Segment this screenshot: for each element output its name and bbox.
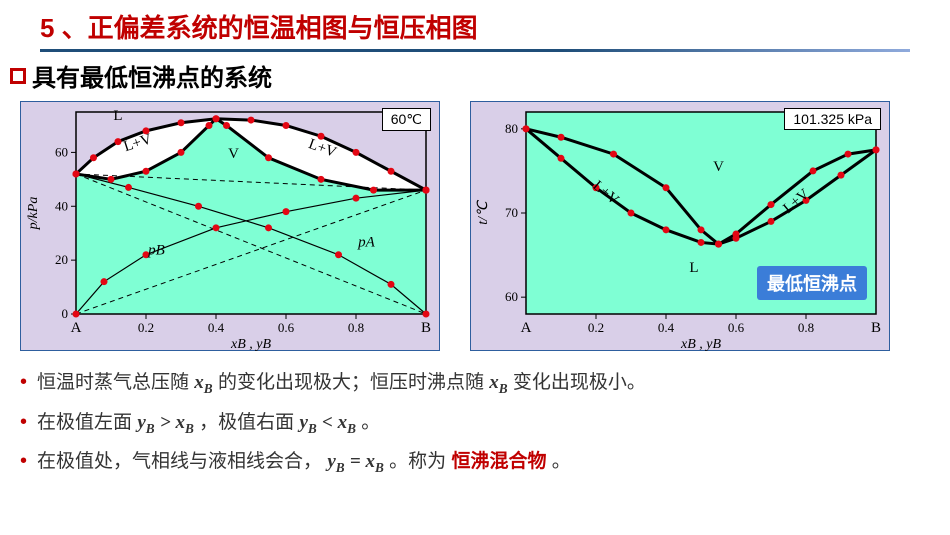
bullet-list: • 恒温时蒸气总压随 xB 的变化出现极大；恒压时沸点随 xB 变化出现极小。 … (0, 351, 950, 478)
svg-text:0: 0 (62, 306, 69, 321)
t: B (146, 421, 155, 436)
svg-text:xB , yB: xB , yB (230, 337, 271, 352)
svg-text:0.4: 0.4 (208, 320, 225, 335)
subtitle: 具有最低恒沸点的系统 (32, 58, 272, 93)
azeotrope-callout: 最低恒沸点 (757, 266, 867, 300)
pressure-phase-chart: 60℃ 0.20.40.60.80204060ABxB , yBp/kPaLL+… (20, 101, 440, 351)
bullet-square-icon (10, 68, 26, 84)
t: 在极值处，气相线与液相线会合， (37, 451, 322, 472)
t: 的变化出现极大；恒压时沸点随 (218, 372, 489, 393)
t: B (499, 381, 508, 396)
svg-text:p/kPa: p/kPa (26, 197, 41, 231)
t: y (299, 412, 307, 433)
svg-text:L: L (689, 260, 698, 276)
t: 。称为 (389, 451, 446, 472)
svg-text:A: A (521, 320, 532, 336)
svg-text:0.4: 0.4 (658, 320, 675, 335)
subtitle-row: 具有最低恒沸点的系统 (0, 58, 950, 101)
bullet-dot-icon: • (20, 407, 27, 437)
bullet-dot-icon: • (20, 446, 27, 476)
svg-text:0.2: 0.2 (138, 320, 154, 335)
svg-text:0.8: 0.8 (348, 320, 364, 335)
t: B (308, 421, 317, 436)
svg-text:pB: pB (147, 243, 165, 259)
svg-text:60: 60 (55, 144, 68, 159)
svg-text:70: 70 (505, 205, 518, 220)
t: 。 (361, 412, 380, 433)
t: = (350, 451, 366, 472)
t: B (204, 381, 213, 396)
bullet-3: • 在极值处，气相线与液相线会合， yB = xB 。称为 恒沸混合物 。 (20, 446, 930, 478)
t: x (194, 372, 204, 393)
svg-text:0.6: 0.6 (278, 320, 295, 335)
svg-text:V: V (228, 146, 239, 162)
t: B (375, 460, 384, 475)
t: B (336, 460, 345, 475)
t: B (185, 421, 194, 436)
svg-text:pA: pA (357, 235, 376, 251)
title-row: 5 、正偏差系统的恒温相图与恒压相图 (0, 0, 950, 49)
t: ，极值右面 (199, 412, 294, 433)
t: x (489, 372, 499, 393)
t: < (322, 412, 338, 433)
svg-text:xB , yB: xB , yB (680, 337, 721, 352)
accent-text: 恒沸混合物 (451, 451, 546, 472)
svg-text:B: B (871, 320, 881, 336)
svg-text:0.2: 0.2 (588, 320, 604, 335)
bullet-2: • 在极值左面 yB > xB ，极值右面 yB < xB 。 (20, 407, 930, 439)
t: > (160, 412, 176, 433)
svg-text:V: V (713, 159, 724, 175)
svg-text:t/℃: t/℃ (476, 199, 491, 225)
temp-legend: 60℃ (382, 108, 431, 131)
right-chart-svg: 0.20.40.60.8607080ABxB , yBt/℃VL+VL+VL (471, 102, 891, 352)
bullet-dot-icon: • (20, 367, 27, 397)
page-title: 5 、正偏差系统的恒温相图与恒压相图 (40, 8, 478, 45)
svg-text:A: A (71, 320, 82, 336)
t: 。 (552, 451, 571, 472)
svg-text:20: 20 (55, 252, 68, 267)
charts-row: 60℃ 0.20.40.60.80204060ABxB , yBp/kPaLL+… (0, 101, 950, 351)
pressure-legend: 101.325 kPa (784, 108, 881, 130)
svg-text:B: B (421, 320, 431, 336)
title-underline (40, 49, 910, 52)
t: B (347, 421, 356, 436)
svg-text:80: 80 (505, 121, 518, 136)
svg-text:0.8: 0.8 (798, 320, 814, 335)
t: y (137, 412, 145, 433)
svg-text:L: L (113, 108, 122, 124)
svg-text:60: 60 (505, 289, 518, 304)
t: 变化出现极小。 (513, 372, 646, 393)
bullet-1: • 恒温时蒸气总压随 xB 的变化出现极大；恒压时沸点随 xB 变化出现极小。 (20, 367, 930, 399)
t: x (175, 412, 185, 433)
t: 恒温时蒸气总压随 (37, 372, 194, 393)
t: 在极值左面 (37, 412, 132, 433)
left-chart-svg: 0.20.40.60.80204060ABxB , yBp/kPaLL+VVL+… (21, 102, 441, 352)
t: y (327, 451, 335, 472)
t: x (365, 451, 375, 472)
svg-text:40: 40 (55, 198, 68, 213)
temperature-phase-chart: 101.325 kPa 最低恒沸点 0.2 0.4 0.6 0.8 60 70 80 A BxB… (470, 101, 890, 351)
t: x (338, 412, 348, 433)
svg-text:0.6: 0.6 (728, 320, 745, 335)
